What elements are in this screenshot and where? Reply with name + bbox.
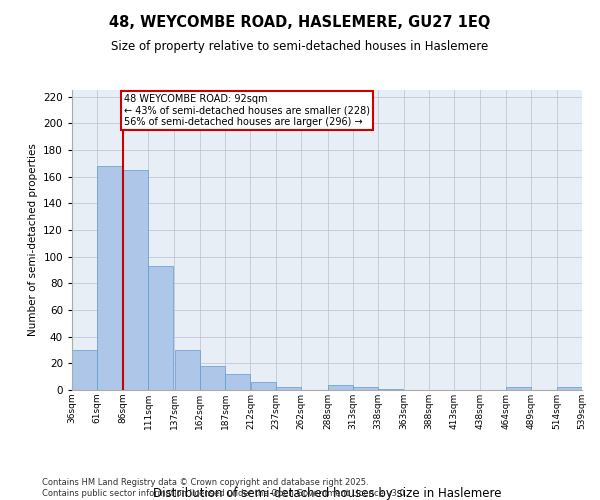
Bar: [123, 170, 148, 390]
Bar: [557, 388, 582, 390]
Bar: [72, 350, 97, 390]
Bar: [175, 350, 200, 390]
Bar: [328, 384, 353, 390]
Bar: [97, 166, 122, 390]
Text: Contains HM Land Registry data © Crown copyright and database right 2025.
Contai: Contains HM Land Registry data © Crown c…: [42, 478, 407, 498]
Bar: [200, 366, 225, 390]
Text: 48, WEYCOMBE ROAD, HASLEMERE, GU27 1EQ: 48, WEYCOMBE ROAD, HASLEMERE, GU27 1EQ: [109, 15, 491, 30]
Bar: [148, 266, 173, 390]
Y-axis label: Number of semi-detached properties: Number of semi-detached properties: [28, 144, 38, 336]
Bar: [353, 388, 378, 390]
Bar: [225, 374, 250, 390]
Bar: [251, 382, 275, 390]
Bar: [276, 388, 301, 390]
Text: 48 WEYCOMBE ROAD: 92sqm
← 43% of semi-detached houses are smaller (228)
56% of s: 48 WEYCOMBE ROAD: 92sqm ← 43% of semi-de…: [124, 94, 370, 127]
Bar: [506, 388, 531, 390]
Text: Size of property relative to semi-detached houses in Haslemere: Size of property relative to semi-detach…: [112, 40, 488, 53]
Bar: [379, 388, 403, 390]
X-axis label: Distribution of semi-detached houses by size in Haslemere: Distribution of semi-detached houses by …: [153, 488, 501, 500]
